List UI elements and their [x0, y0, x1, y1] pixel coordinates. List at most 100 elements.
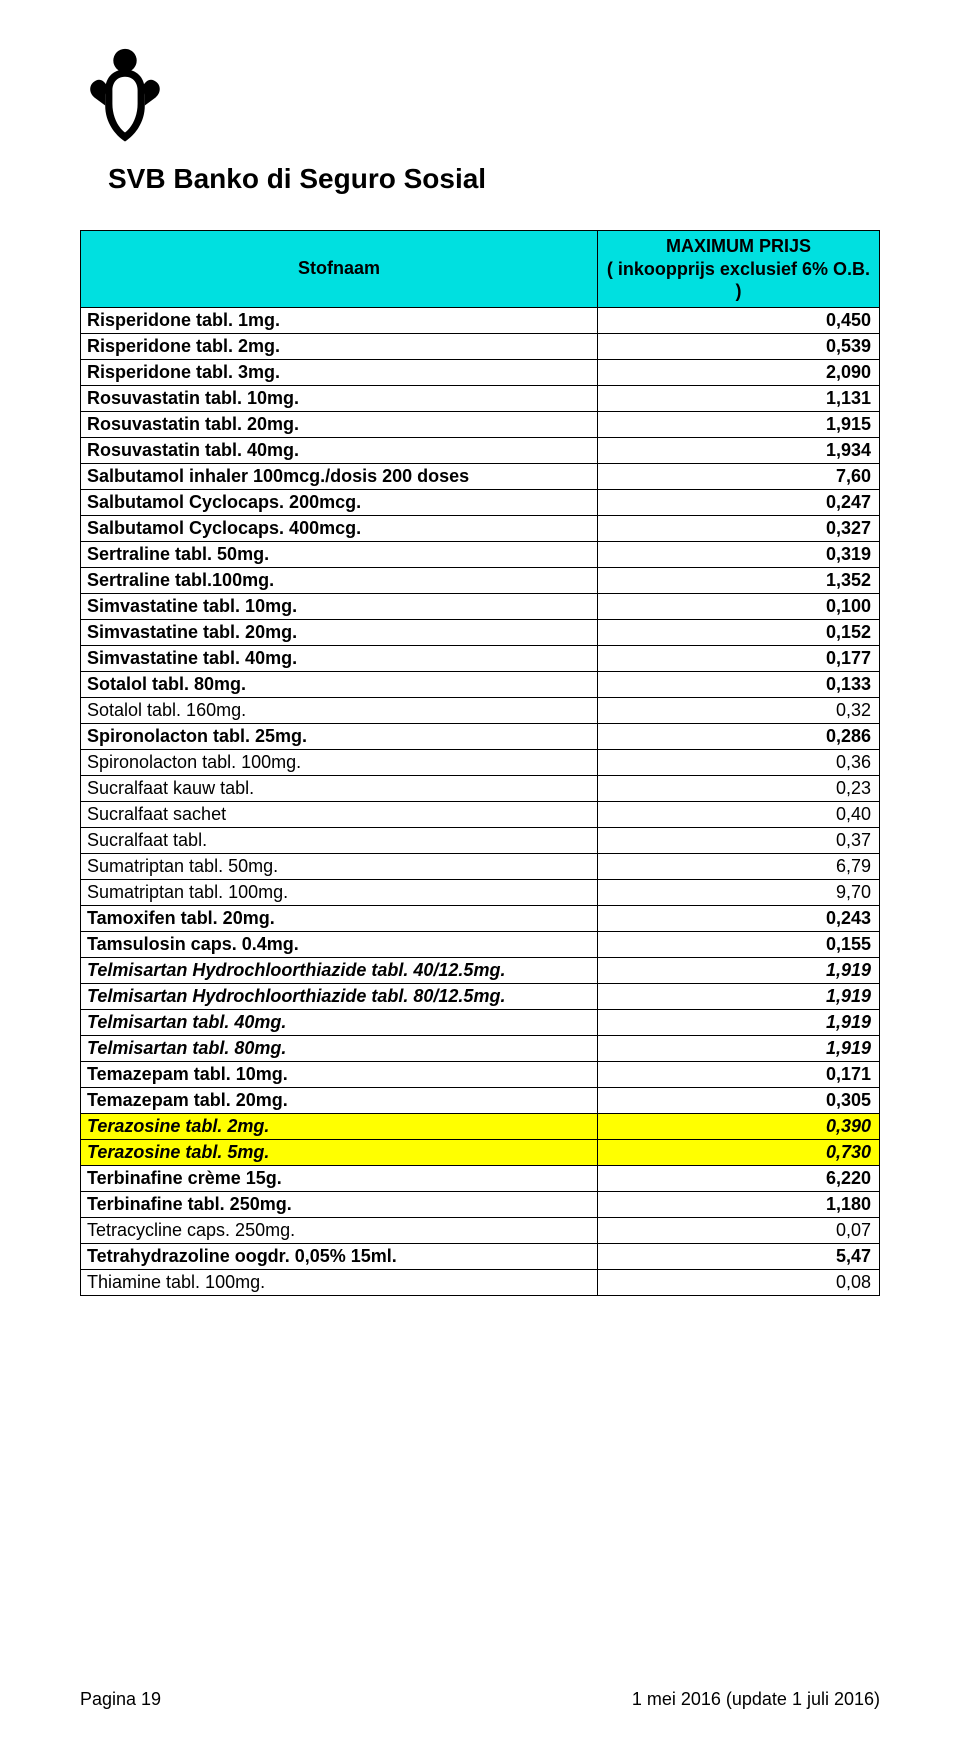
cell-name-text: Terazosine tabl. 2mg.	[87, 1116, 269, 1136]
cell-price: 0,08	[597, 1269, 879, 1295]
cell-price-text: 0,539	[826, 336, 871, 356]
table-row: Risperidone tabl. 3mg.2,090	[81, 359, 880, 385]
table-row: Tetracycline caps. 250mg.0,07	[81, 1217, 880, 1243]
cell-name-text: Salbutamol Cyclocaps. 200mcg.	[87, 492, 361, 512]
table-row: Temazepam tabl. 10mg. 0,171	[81, 1061, 880, 1087]
cell-name-text: Sucralfaat kauw tabl.	[87, 778, 254, 798]
cell-name-text: Sucralfaat sachet	[87, 804, 226, 824]
cell-name: Sumatriptan tabl. 50mg.	[81, 853, 598, 879]
document-page: SVB Banko di Seguro Sosial Stofnaam MAXI…	[0, 0, 960, 1750]
cell-price-text: 1,915	[826, 414, 871, 434]
cell-price: 1,934	[597, 437, 879, 463]
cell-price: 1,131	[597, 385, 879, 411]
cell-price-text: 9,70	[836, 882, 871, 902]
cell-name-text: Salbutamol inhaler 100mcg./dosis 200 dos…	[87, 466, 469, 486]
cell-price-text: 6,79	[836, 856, 871, 876]
table-row: Rosuvastatin tabl. 20mg. 1,915	[81, 411, 880, 437]
cell-price-text: 1,919	[826, 986, 871, 1006]
cell-name: Simvastatine tabl. 10mg.	[81, 593, 598, 619]
cell-price-text: 7,60	[836, 466, 871, 486]
cell-price-text: 5,47	[836, 1246, 871, 1266]
cell-price: 5,47	[597, 1243, 879, 1269]
cell-price-text: 1,352	[826, 570, 871, 590]
cell-name-text: Tetracycline caps. 250mg.	[87, 1220, 295, 1240]
cell-name: Sucralfaat tabl.	[81, 827, 598, 853]
cell-name-text: Tetrahydrazoline oogdr. 0,05% 15ml.	[87, 1246, 397, 1266]
cell-name: Spironolacton tabl. 100mg.	[81, 749, 598, 775]
cell-price: 1,919	[597, 1035, 879, 1061]
footer-date: 1 mei 2016 (update 1 juli 2016)	[632, 1689, 880, 1710]
cell-price: 0,23	[597, 775, 879, 801]
table-row: Sertraline tabl. 50mg. 0,319	[81, 541, 880, 567]
table-row: Spironolacton tabl. 100mg.0,36	[81, 749, 880, 775]
table-row: Sumatriptan tabl. 100mg. 9,70	[81, 879, 880, 905]
cell-name: Salbutamol Cyclocaps. 200mcg.	[81, 489, 598, 515]
cell-price: 0,37	[597, 827, 879, 853]
cell-name: Telmisartan Hydrochloorthiazide tabl. 40…	[81, 957, 598, 983]
table-row: Telmisartan Hydrochloorthiazide tabl. 80…	[81, 983, 880, 1009]
cell-name-text: Risperidone tabl. 1mg.	[87, 310, 280, 330]
cell-name-text: Tamsulosin caps. 0.4mg.	[87, 934, 299, 954]
cell-price: 7,60	[597, 463, 879, 489]
cell-price: 0,319	[597, 541, 879, 567]
page-title: SVB Banko di Seguro Sosial	[108, 163, 880, 195]
cell-price: 0,730	[597, 1139, 879, 1165]
table-row: Terazosine tabl. 2mg. 0,390	[81, 1113, 880, 1139]
cell-price: 0,177	[597, 645, 879, 671]
cell-price: 1,919	[597, 983, 879, 1009]
cell-price-text: 6,220	[826, 1168, 871, 1188]
cell-price: 0,539	[597, 333, 879, 359]
cell-name: Risperidone tabl. 2mg.	[81, 333, 598, 359]
cell-price: 0,305	[597, 1087, 879, 1113]
table-row: Salbutamol inhaler 100mcg./dosis 200 dos…	[81, 463, 880, 489]
header-stofnaam: Stofnaam	[81, 231, 598, 308]
cell-name: Temazepam tabl. 20mg.	[81, 1087, 598, 1113]
cell-price-text: 0,171	[826, 1064, 871, 1084]
cell-name: Terbinafine crème 15g.	[81, 1165, 598, 1191]
header-price: MAXIMUM PRIJS ( inkoopprijs exclusief 6%…	[597, 231, 879, 308]
cell-name-text: Rosuvastatin tabl. 10mg.	[87, 388, 299, 408]
table-row: Sotalol tabl. 80mg.0,133	[81, 671, 880, 697]
cell-name-text: Thiamine tabl. 100mg.	[87, 1272, 265, 1292]
cell-name: Tamsulosin caps. 0.4mg.	[81, 931, 598, 957]
cell-name-text: Simvastatine tabl. 20mg.	[87, 622, 297, 642]
cell-price: 0,133	[597, 671, 879, 697]
cell-name: Sumatriptan tabl. 100mg.	[81, 879, 598, 905]
cell-price-text: 0,100	[826, 596, 871, 616]
table-row: Rosuvastatin tabl. 10mg. 1,131	[81, 385, 880, 411]
cell-name-text: Telmisartan tabl. 40mg.	[87, 1012, 286, 1032]
cell-name: Risperidone tabl. 3mg.	[81, 359, 598, 385]
table-row: Simvastatine tabl. 40mg. 0,177	[81, 645, 880, 671]
cell-name-text: Simvastatine tabl. 10mg.	[87, 596, 297, 616]
cell-name-text: Temazepam tabl. 10mg.	[87, 1064, 288, 1084]
cell-price: 1,352	[597, 567, 879, 593]
table-row: Salbutamol Cyclocaps. 400mcg.0,327	[81, 515, 880, 541]
cell-price-text: 0,286	[826, 726, 871, 746]
cell-name-text: Terbinafine crème 15g.	[87, 1168, 282, 1188]
cell-price: 0,100	[597, 593, 879, 619]
cell-price-text: 0,305	[826, 1090, 871, 1110]
cell-name-text: Spironolacton tabl. 100mg.	[87, 752, 301, 772]
table-body: Risperidone tabl. 1mg.0,450Risperidone t…	[81, 307, 880, 1295]
cell-price-text: 0,243	[826, 908, 871, 928]
table-row: Risperidone tabl. 2mg. 0,539	[81, 333, 880, 359]
cell-name: Sucralfaat sachet	[81, 801, 598, 827]
cell-price-text: 1,919	[826, 1038, 871, 1058]
cell-name-text: Simvastatine tabl. 40mg.	[87, 648, 297, 668]
cell-name-text: Telmisartan Hydrochloorthiazide tabl. 80…	[87, 986, 505, 1006]
cell-price: 0,286	[597, 723, 879, 749]
cell-name-text: Sertraline tabl. 50mg.	[87, 544, 269, 564]
cell-price: 0,390	[597, 1113, 879, 1139]
cell-price-text: 0,08	[836, 1272, 871, 1292]
table-row: Risperidone tabl. 1mg.0,450	[81, 307, 880, 333]
cell-name-text: Sucralfaat tabl.	[87, 830, 207, 850]
cell-name: Simvastatine tabl. 40mg.	[81, 645, 598, 671]
cell-price: 9,70	[597, 879, 879, 905]
table-row: Simvastatine tabl. 10mg. 0,100	[81, 593, 880, 619]
cell-name-text: Spironolacton tabl. 25mg.	[87, 726, 307, 746]
cell-name: Sertraline tabl.100mg.	[81, 567, 598, 593]
cell-name-text: Sotalol tabl. 160mg.	[87, 700, 246, 720]
cell-name-text: Terbinafine tabl. 250mg.	[87, 1194, 292, 1214]
cell-name-text: Rosuvastatin tabl. 20mg.	[87, 414, 299, 434]
footer-page-number: Pagina 19	[80, 1689, 161, 1710]
